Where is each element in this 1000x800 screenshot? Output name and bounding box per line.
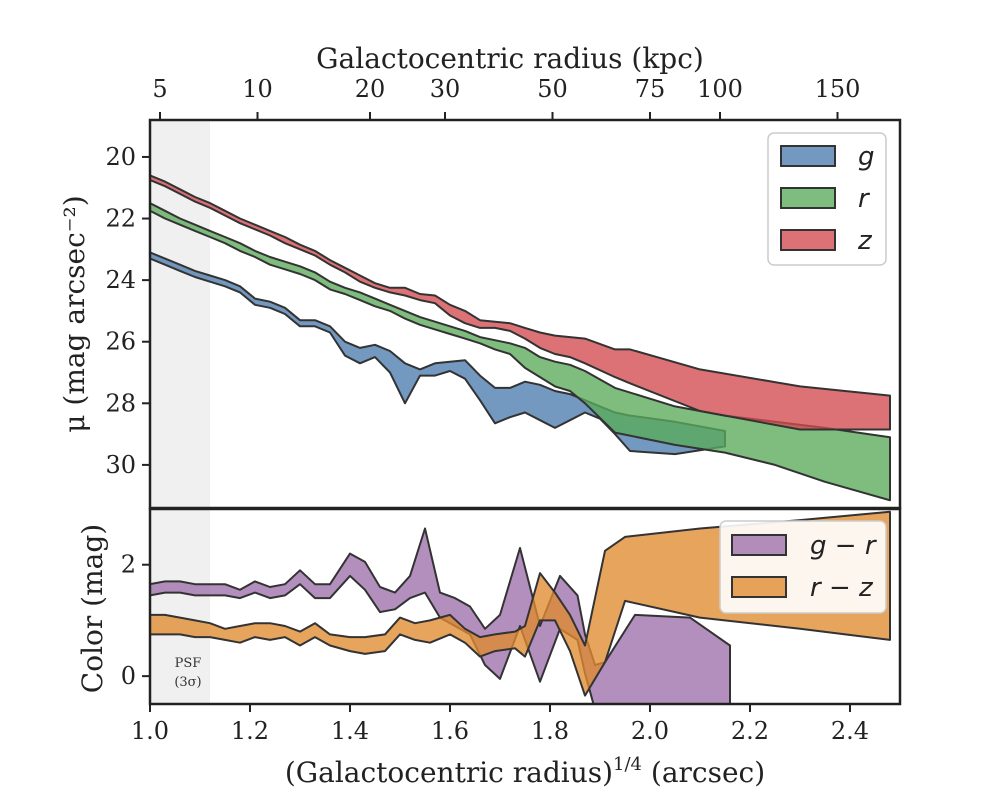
legend-top: grz bbox=[767, 132, 887, 266]
xtick-label-bottom: 1.8 bbox=[531, 717, 569, 745]
legend-swatch-z bbox=[780, 229, 836, 251]
ytick-label-top: 26 bbox=[105, 328, 136, 356]
y-axis-title-top: μ (mag arcsec⁻²) bbox=[58, 195, 91, 432]
band-z bbox=[150, 174, 891, 431]
legend-label-r: r bbox=[858, 184, 871, 214]
legend-bottom: g − r r − z bbox=[719, 520, 887, 614]
legend-swatch-g bbox=[780, 145, 836, 167]
psf-label-line1: PSF bbox=[175, 656, 202, 671]
top-axis-tick-label: 10 bbox=[242, 75, 273, 103]
y-axis-title-bottom: Color (mag) bbox=[76, 524, 109, 693]
legend-label-r-minus-z: r − z bbox=[810, 573, 874, 603]
top-axis-tick-label: 20 bbox=[355, 75, 386, 103]
x-axis-title: (Galactocentric radius)1/4 (arcsec) bbox=[285, 754, 765, 789]
xtick-label-bottom: 2.0 bbox=[631, 717, 669, 745]
x-axis-title-suffix: (arcsec) bbox=[642, 756, 765, 789]
x-axis-title-main: (Galactocentric radius) bbox=[285, 756, 613, 789]
top-axis-tick-label: 75 bbox=[635, 75, 666, 103]
xtick-label-bottom: 1.2 bbox=[231, 717, 269, 745]
legend-label-g: g bbox=[858, 142, 875, 172]
bands-bottom bbox=[150, 510, 891, 704]
ytick-label-bottom: 0 bbox=[121, 662, 136, 690]
top-axis-tick-label: 150 bbox=[815, 75, 861, 103]
xtick-label-bottom: 1.6 bbox=[431, 717, 469, 745]
xtick-label-bottom: 1.0 bbox=[131, 717, 169, 745]
surface-brightness-panel: 20 22 24 26 28 30 5 10 20 30 50 75 100 150 Galactocent… bbox=[58, 42, 902, 510]
ytick-label-top: 24 bbox=[105, 266, 136, 294]
top-axis-title: Galactocentric radius (kpc) bbox=[316, 42, 704, 75]
top-axis-tick-label: 30 bbox=[430, 75, 461, 103]
ytick-label-top: 28 bbox=[105, 389, 136, 417]
xtick-label-bottom: 2.2 bbox=[731, 717, 769, 745]
legend-label-g-minus-r: g − r bbox=[810, 531, 878, 561]
ytick-label-top: 22 bbox=[105, 205, 136, 233]
legend-label-z: z bbox=[857, 226, 873, 256]
legend-swatch-g-minus-r bbox=[731, 534, 787, 556]
ytick-label-top: 30 bbox=[105, 451, 136, 479]
x-axis-title-sup: 1/4 bbox=[613, 754, 642, 775]
ytick-label-bottom: 2 bbox=[121, 551, 136, 579]
psf-label-line2: (3σ) bbox=[174, 675, 201, 690]
frame-bottom bbox=[148, 507, 902, 706]
top-axis-tick-label: 5 bbox=[152, 75, 167, 103]
band-r-minus-z bbox=[150, 510, 891, 697]
legend-swatch-r-minus-z bbox=[731, 576, 787, 598]
psf-region-bottom bbox=[150, 509, 210, 704]
ytick-label-top: 20 bbox=[105, 143, 136, 171]
color-panel: 0 2 Color (mag) 1.0 1.2 1.4 1.6 1.8 2.0 2.2 2.4 (Ga… bbox=[76, 507, 902, 789]
xtick-label-bottom: 2.4 bbox=[831, 717, 869, 745]
xtick-label-bottom: 1.4 bbox=[331, 717, 369, 745]
top-axis-tick-label: 50 bbox=[537, 75, 568, 103]
legend-swatch-r bbox=[780, 187, 836, 209]
band-r bbox=[150, 202, 891, 502]
bands-top bbox=[150, 174, 891, 502]
top-axis-tick-label: 100 bbox=[697, 75, 743, 103]
